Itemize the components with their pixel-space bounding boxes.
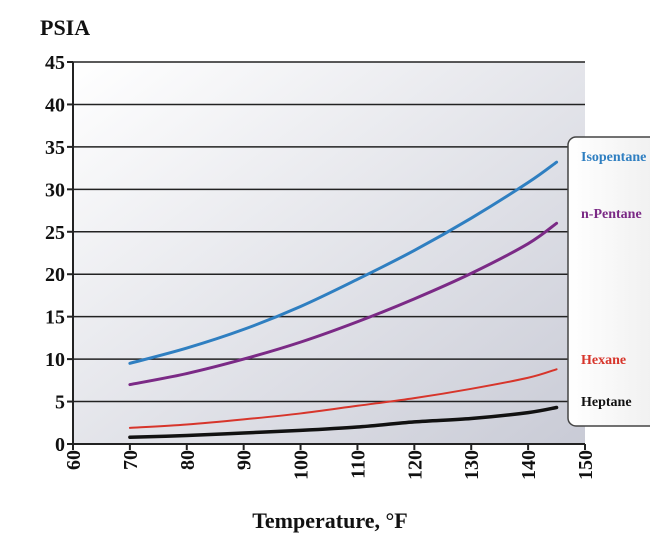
series-line-heptane xyxy=(128,405,559,439)
y-tick-label: 35 xyxy=(45,137,65,159)
x-tick-label: 130 xyxy=(461,450,483,480)
x-tick-labels: 60 70 80 90 100 110 120 130 140 150 xyxy=(63,444,597,480)
gridlines xyxy=(73,61,585,403)
series-line-n-pentane xyxy=(128,221,559,387)
legend-entry-hexane: Hexane xyxy=(581,353,626,368)
y-axis-label: PSIA xyxy=(40,15,90,40)
y-tick-labels: 0 5 10 15 20 25 30 35 40 45 xyxy=(45,52,73,456)
y-tick-label: 0 xyxy=(55,434,65,456)
legend-box xyxy=(567,136,650,427)
x-tick-label: 140 xyxy=(518,450,540,480)
x-tick-label: 120 xyxy=(404,450,426,480)
y-tick-label: 5 xyxy=(55,392,65,414)
legend: Isopentane n-Pentane Hexane Heptane xyxy=(581,150,646,410)
x-axis-label: Temperature, °F xyxy=(252,508,407,533)
y-tick-label: 20 xyxy=(45,264,65,286)
y-tick-label: 15 xyxy=(45,307,65,329)
legend-entry-heptane: Heptane xyxy=(581,395,632,410)
x-tick-label: 100 xyxy=(291,450,313,480)
legend-entry-n-pentane: n-Pentane xyxy=(581,207,642,222)
x-tick-label: 80 xyxy=(177,450,199,470)
x-tick-label: 60 xyxy=(63,450,85,470)
y-tick-label: 40 xyxy=(45,94,65,116)
y-tick-label: 30 xyxy=(45,179,65,201)
y-tick-label: 10 xyxy=(45,349,65,371)
series-lines xyxy=(128,160,559,439)
y-tick-label: 45 xyxy=(45,52,65,74)
x-tick-label: 150 xyxy=(575,450,597,480)
y-tick-label: 25 xyxy=(45,222,65,244)
legend-entry-isopentane: Isopentane xyxy=(581,150,646,165)
x-tick-label: 110 xyxy=(347,450,369,479)
series-line-isopentane xyxy=(128,160,559,365)
x-tick-label: 70 xyxy=(120,450,142,470)
plot-area xyxy=(73,62,585,444)
series-line-hexane xyxy=(128,368,558,429)
x-tick-label: 90 xyxy=(234,450,256,470)
